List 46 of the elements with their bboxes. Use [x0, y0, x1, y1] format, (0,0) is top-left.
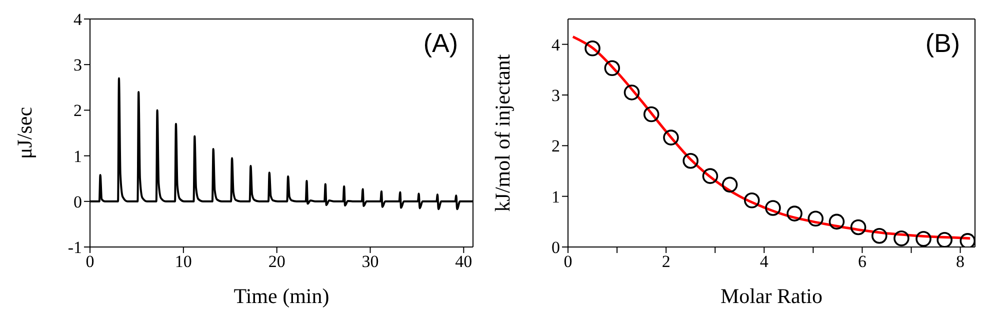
point — [722, 176, 738, 193]
y-tick-label: 0 — [552, 238, 560, 258]
x-axis-title: Molar Ratio — [720, 284, 823, 308]
point — [584, 40, 600, 56]
x-tick-label: 8 — [956, 252, 965, 272]
x-tick-label: 4 — [760, 252, 769, 272]
point — [916, 230, 932, 247]
point — [828, 214, 845, 230]
point — [682, 152, 698, 169]
y-tick-label: 1 — [74, 146, 82, 166]
y-tick-label: -1 — [68, 238, 82, 258]
point — [744, 192, 760, 208]
x-tick-label: 0 — [86, 252, 94, 272]
x-tick-label: 40 — [455, 252, 472, 272]
point — [765, 200, 781, 216]
point — [643, 106, 660, 122]
x-tick-label: 20 — [268, 252, 286, 272]
annotation: (A) — [423, 28, 458, 59]
point — [624, 84, 640, 100]
point — [936, 232, 952, 247]
annotation: (B) — [925, 28, 960, 59]
point — [871, 228, 888, 244]
y-tick-label: 2 — [552, 136, 560, 156]
x-tick-label: 6 — [858, 252, 866, 272]
point — [808, 210, 824, 227]
point — [894, 230, 910, 246]
y-tick-label: 1 — [552, 187, 560, 206]
y-axis-title: μJ/sec — [12, 106, 36, 160]
point — [786, 206, 802, 222]
y-tick-label: 3 — [552, 86, 560, 106]
point — [960, 233, 975, 247]
point — [850, 219, 866, 236]
y-axis-title: kJ/mol of injectant — [490, 54, 514, 212]
x-axis-title: Time (min) — [234, 284, 330, 308]
y-tick-label: 0 — [74, 192, 82, 212]
point — [663, 130, 679, 146]
y-tick-label: 2 — [74, 101, 82, 120]
y-tick-label: 4 — [74, 10, 82, 30]
y-tick-label: 3 — [74, 56, 82, 75]
x-tick-label: 2 — [662, 252, 670, 272]
point — [604, 60, 620, 76]
x-tick-label: 10 — [174, 252, 192, 272]
point — [702, 168, 718, 184]
x-tick-label: 30 — [362, 252, 379, 272]
y-tick-label: 4 — [552, 35, 560, 54]
x-tick-label: 0 — [564, 252, 572, 272]
